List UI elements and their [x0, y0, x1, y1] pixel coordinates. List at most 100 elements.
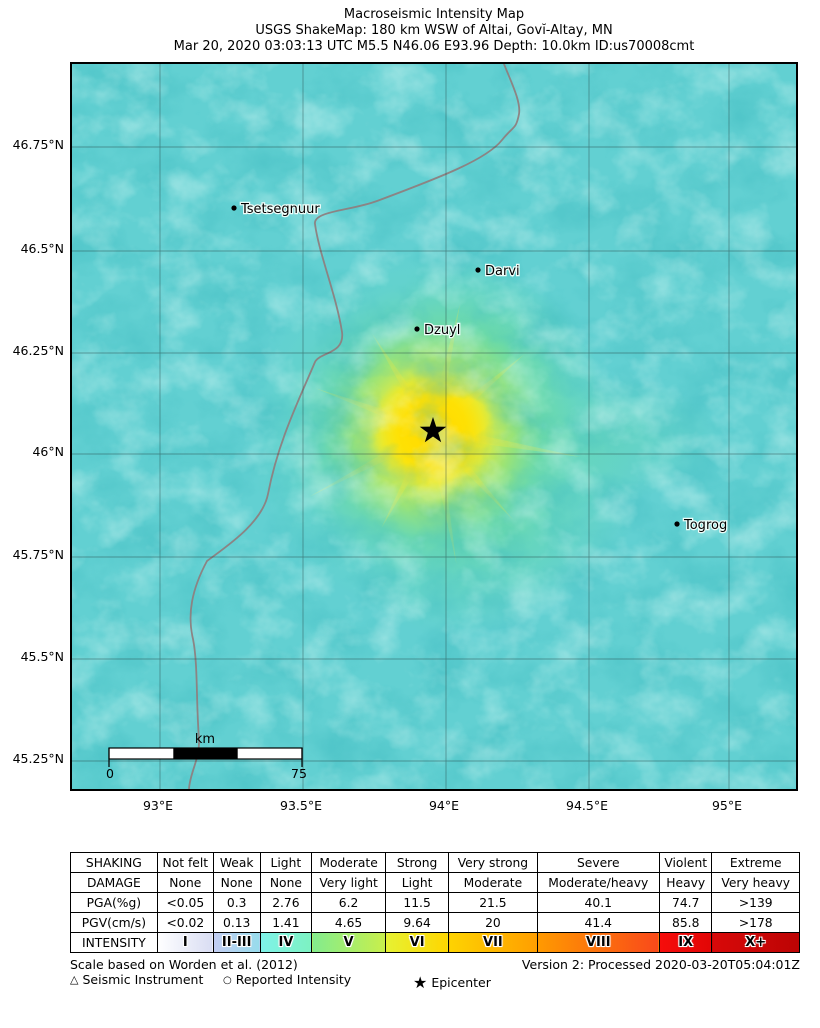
intensity-cell: IX: [658, 932, 713, 953]
lon-tick-label: 93.5°E: [280, 798, 322, 813]
cell: Violent: [658, 852, 713, 873]
scale-bar: km 0 75: [106, 732, 307, 781]
cell: 41.4: [536, 912, 660, 933]
cell: 85.8: [658, 912, 713, 933]
map-canvas: Tsetsegnuur Darvi Dzuyl Togrog: [72, 64, 796, 789]
cell: 0.13: [212, 912, 261, 933]
title-block: Macroseismic Intensity Map USGS ShakeMap…: [70, 7, 798, 55]
row-header: INTENSITY: [70, 932, 158, 953]
row-header: PGA(%g): [70, 892, 158, 913]
cell: 6.2: [311, 892, 386, 913]
cell: 20: [448, 912, 538, 933]
lat-tick-label: 45.5°N: [20, 649, 64, 664]
scale-bar-unit: km: [195, 732, 215, 747]
lon-tick-label: 95°E: [711, 798, 743, 813]
lat-tick-label: 46.75°N: [12, 137, 64, 152]
cell: None: [212, 872, 261, 893]
cell: Heavy: [658, 872, 713, 893]
lat-tick-label: 46.25°N: [12, 343, 64, 358]
table-row-intensity: INTENSITY I II-III IV V VI VII VIII IX X…: [70, 932, 800, 953]
city-label: Dzuyl: [424, 323, 460, 338]
intensity-cell: IV: [259, 932, 313, 953]
intensity-cell: VI: [384, 932, 450, 953]
cell: 2.76: [259, 892, 313, 913]
event-details: Mar 20, 2020 03:03:13 UTC M5.5 N46.06 E9…: [173, 39, 695, 54]
boundary-line: [188, 64, 521, 789]
table-row-damage: DAMAGE None None None Very light Light M…: [70, 872, 800, 893]
cell: Moderate/heavy: [536, 872, 660, 893]
key-epicenter: ★ Epicenter: [413, 972, 491, 992]
city-labels: Tsetsegnuur Darvi Dzuyl Togrog: [231, 201, 728, 534]
intensity-map: Tsetsegnuur Darvi Dzuyl Togrog: [70, 62, 798, 791]
cell: 74.7: [658, 892, 713, 913]
row-header: SHAKING: [70, 852, 158, 873]
city-label: Togrog: [683, 518, 727, 533]
cell: 21.5: [448, 892, 538, 913]
city-togrog: Togrog: [674, 517, 728, 534]
graticule: [72, 64, 796, 789]
cell: >139: [711, 892, 800, 913]
row-header: DAMAGE: [70, 872, 158, 893]
table-row-shaking: SHAKING Not felt Weak Light Moderate Str…: [70, 852, 800, 873]
cell: Not felt: [156, 852, 214, 873]
intensity-cell: VIII: [536, 932, 660, 953]
cell: 1.41: [259, 912, 313, 933]
cell: None: [259, 872, 313, 893]
triangle-icon: △: [70, 973, 79, 986]
key-seismic-instrument: △ Seismic Instrument: [70, 972, 203, 987]
key-label: Epicenter: [431, 975, 491, 990]
city-label: Darvi: [485, 264, 520, 279]
scale-bar-end: 75: [291, 766, 307, 781]
map-key: △ Seismic Instrument ○ Reported Intensity …: [70, 972, 800, 992]
city-tsetsegnuur: Tsetsegnuur: [231, 201, 322, 218]
row-header: PGV(cm/s): [70, 912, 158, 933]
cell: <0.05: [156, 892, 214, 913]
lat-tick-label: 45.75°N: [12, 547, 64, 562]
cell: Strong: [384, 852, 450, 873]
cell: Weak: [212, 852, 261, 873]
table-row-pga: PGA(%g) <0.05 0.3 2.76 6.2 11.5 21.5 40.…: [70, 892, 800, 913]
intensity-cell: I: [156, 932, 214, 953]
city-label: Tsetsegnuur: [240, 202, 320, 217]
table-row-pgv: PGV(cm/s) <0.02 0.13 1.41 4.65 9.64 20 4…: [70, 912, 800, 933]
lon-tick-label: 93°E: [142, 798, 174, 813]
lon-tick-label: 94.5°E: [566, 798, 608, 813]
cell: Very heavy: [711, 872, 800, 893]
cell: Severe: [536, 852, 660, 873]
city-darvi: Darvi: [475, 263, 521, 280]
cell: 40.1: [536, 892, 660, 913]
cell: Extreme: [711, 852, 800, 873]
cell: 0.3: [212, 892, 261, 913]
key-reported-intensity: ○ Reported Intensity: [223, 972, 351, 987]
version-note: Version 2: Processed 2020-03-20T05:04:01…: [521, 957, 800, 972]
intensity-cell: V: [311, 932, 386, 953]
lat-tick-label: 46.5°N: [20, 241, 64, 256]
cell: Very strong: [448, 852, 538, 873]
page-title: Macroseismic Intensity Map: [343, 7, 525, 22]
cell: <0.02: [156, 912, 214, 933]
star-icon: ★: [413, 973, 428, 992]
lon-tick-label: 94°E: [428, 798, 460, 813]
circle-icon: ○: [223, 975, 232, 986]
cell: 9.64: [384, 912, 450, 933]
key-label: Seismic Instrument: [82, 972, 204, 987]
cell: Light: [384, 872, 450, 893]
cell: Light: [259, 852, 313, 873]
cell: 4.65: [311, 912, 386, 933]
city-dzuyl: Dzuyl: [414, 322, 462, 339]
intensity-cell: II-III: [212, 932, 261, 953]
epicenter-star-icon: [419, 417, 447, 443]
cell: >178: [711, 912, 800, 933]
cell: Very light: [311, 872, 386, 893]
lat-tick-label: 46°N: [32, 444, 64, 459]
cell: Moderate: [448, 872, 538, 893]
lat-tick-label: 45.25°N: [12, 751, 64, 766]
intensity-cell: X+: [711, 932, 800, 953]
cell: Moderate: [311, 852, 386, 873]
scale-bar-start: 0: [106, 766, 114, 781]
scale-reference-note: Scale based on Worden et al. (2012): [70, 957, 298, 972]
legend-table: SHAKING Not felt Weak Light Moderate Str…: [70, 852, 800, 953]
cell: 11.5: [384, 892, 450, 913]
intensity-cell: VII: [448, 932, 538, 953]
